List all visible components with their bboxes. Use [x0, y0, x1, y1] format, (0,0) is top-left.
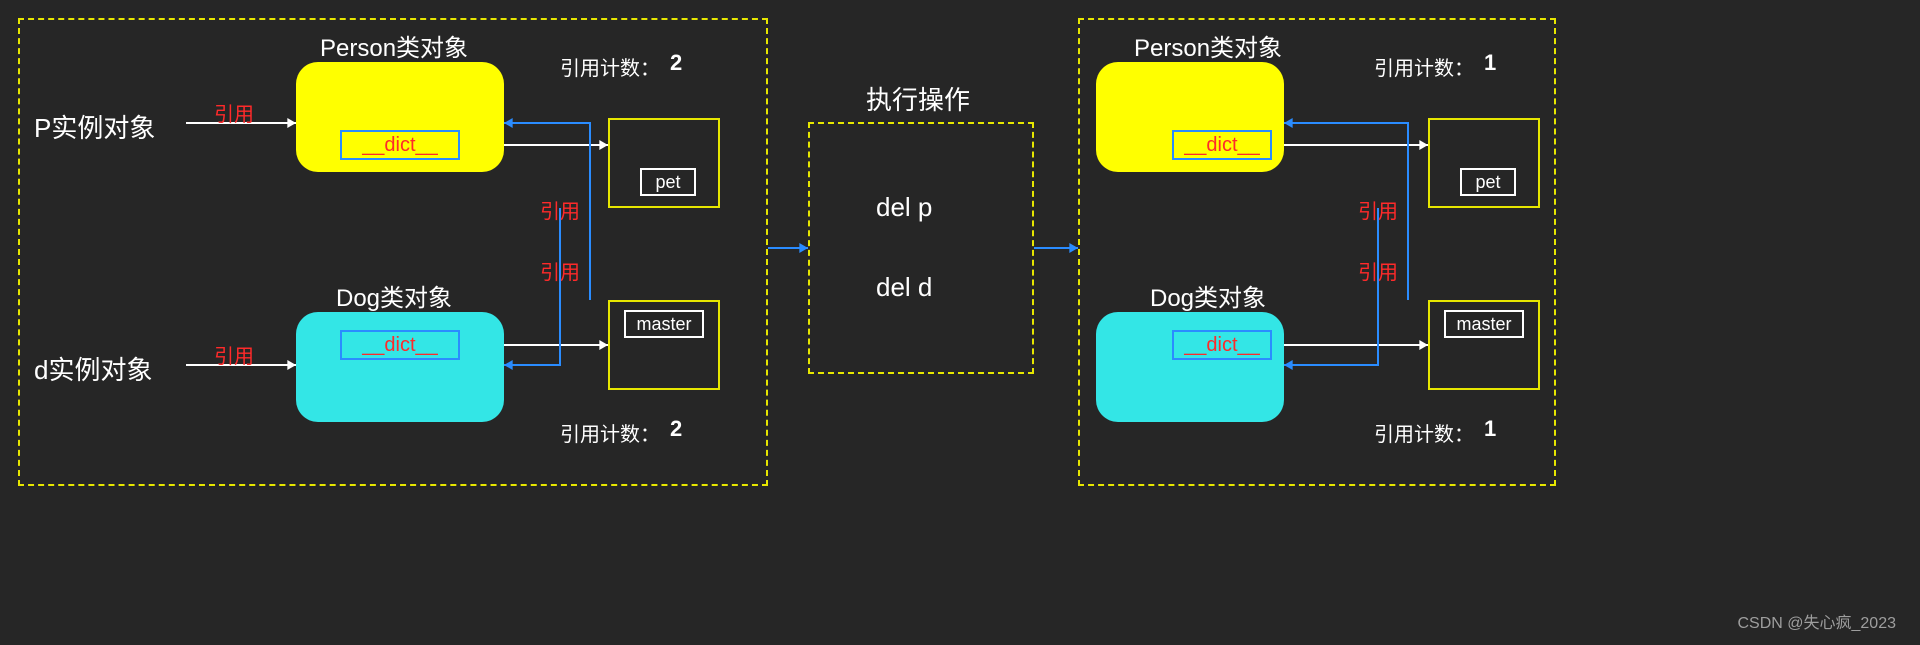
left-dog-count-value: 2 [670, 416, 682, 442]
label-right-master-ref: 引用 [1358, 195, 1398, 224]
left-dog-dict: __dict__ [340, 330, 460, 360]
label-p-ref: 引用 [214, 98, 254, 127]
op-line1: del p [876, 192, 932, 223]
right-master-key: master [1444, 310, 1524, 338]
right-person-title: Person类对象 [1134, 28, 1282, 63]
left-master-key: master [624, 310, 704, 338]
right-person-dict: __dict__ [1172, 130, 1272, 160]
left-person-count-value: 2 [670, 50, 682, 76]
d-instance-label: d实例对象 [34, 350, 152, 387]
left-pet-key: pet [640, 168, 696, 196]
label-master-ref: 引用 [540, 195, 580, 224]
p-instance-label: P实例对象 [34, 108, 155, 145]
op-title: 执行操作 [866, 80, 970, 117]
arrow-op-to-right [1034, 243, 1078, 253]
left-dog-object [296, 312, 504, 422]
left-person-title: Person类对象 [320, 28, 468, 63]
right-dog-object [1096, 312, 1284, 422]
label-d-ref: 引用 [214, 340, 254, 369]
left-dog-title: Dog类对象 [336, 278, 452, 313]
right-dog-title: Dog类对象 [1150, 278, 1266, 313]
op-line2: del d [876, 272, 932, 303]
left-person-dict: __dict__ [340, 130, 460, 160]
right-pet-key: pet [1460, 168, 1516, 196]
label-pet-ref: 引用 [540, 256, 580, 285]
right-dog-count-label: 引用计数： [1374, 418, 1474, 447]
right-dog-dict: __dict__ [1172, 330, 1272, 360]
left-dog-count-label: 引用计数： [560, 418, 660, 447]
right-person-count-value: 1 [1484, 50, 1496, 76]
right-dog-count-value: 1 [1484, 416, 1496, 442]
arrow-left-to-op [768, 243, 808, 253]
left-person-count-label: 引用计数： [560, 52, 660, 81]
op-panel [808, 122, 1034, 374]
label-right-pet-ref: 引用 [1358, 256, 1398, 285]
watermark: CSDN @失心疯_2023 [1737, 609, 1896, 633]
right-person-count-label: 引用计数： [1374, 52, 1474, 81]
